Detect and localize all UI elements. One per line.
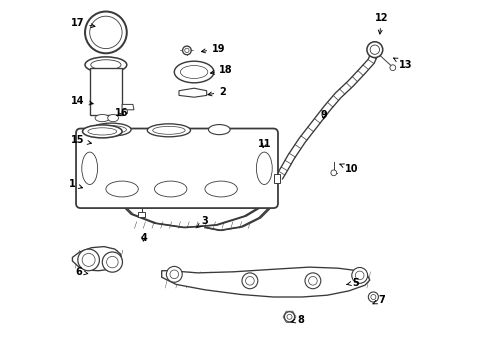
Text: 3: 3 [196,216,208,228]
Ellipse shape [208,125,230,135]
Ellipse shape [95,114,109,122]
Circle shape [85,12,126,53]
Circle shape [284,312,294,322]
Text: 11: 11 [257,139,270,149]
Circle shape [367,292,378,302]
Circle shape [330,170,336,176]
Ellipse shape [106,181,138,197]
Circle shape [78,249,99,271]
Circle shape [305,273,320,289]
Circle shape [366,42,382,58]
Polygon shape [179,88,206,97]
Ellipse shape [107,114,118,122]
Circle shape [184,48,189,53]
Text: 10: 10 [339,164,358,174]
Circle shape [102,252,122,272]
Text: 18: 18 [210,65,232,75]
Circle shape [242,273,257,289]
Polygon shape [162,267,369,297]
Text: 13: 13 [393,58,412,70]
FancyBboxPatch shape [274,174,280,183]
Circle shape [89,16,122,49]
Circle shape [351,267,367,283]
Ellipse shape [96,126,126,134]
Text: 4: 4 [140,233,147,243]
Text: 7: 7 [372,294,385,305]
Text: 12: 12 [374,13,387,34]
FancyBboxPatch shape [138,212,145,217]
Ellipse shape [204,181,237,197]
FancyBboxPatch shape [89,68,122,115]
Ellipse shape [147,124,190,137]
Ellipse shape [256,152,272,184]
Circle shape [182,46,191,55]
Ellipse shape [85,57,126,73]
Circle shape [369,45,379,54]
Ellipse shape [180,66,207,78]
Text: 8: 8 [291,315,304,325]
Text: 1: 1 [68,179,82,189]
Circle shape [355,271,363,280]
Text: 19: 19 [201,44,225,54]
Circle shape [166,266,182,282]
Circle shape [106,256,118,268]
Circle shape [245,276,254,285]
Text: 16: 16 [115,108,128,118]
Circle shape [286,314,291,319]
Ellipse shape [91,60,121,70]
Polygon shape [72,247,122,271]
Text: 2: 2 [207,87,225,97]
Ellipse shape [152,126,185,134]
Circle shape [389,65,395,71]
Ellipse shape [91,123,131,136]
Text: 15: 15 [71,135,91,145]
Text: 5: 5 [346,278,359,288]
Text: 14: 14 [71,96,93,106]
Circle shape [82,253,95,266]
Text: 6: 6 [75,267,88,277]
Ellipse shape [81,152,98,184]
Circle shape [170,270,178,279]
Ellipse shape [174,61,213,83]
FancyBboxPatch shape [76,129,277,208]
Text: 9: 9 [320,110,326,120]
Ellipse shape [88,128,117,135]
Polygon shape [122,104,134,110]
Ellipse shape [154,181,186,197]
Circle shape [370,294,375,300]
Circle shape [308,276,317,285]
Text: 17: 17 [71,18,95,28]
Ellipse shape [82,125,122,138]
